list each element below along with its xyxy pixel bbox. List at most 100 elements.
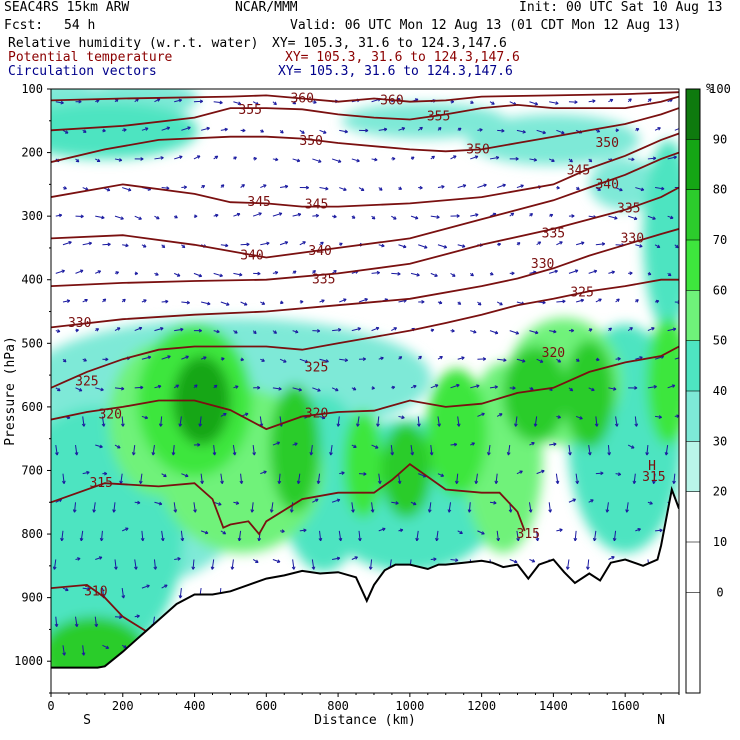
vector-arrow — [351, 556, 358, 560]
vector-arrowhead — [278, 212, 283, 216]
vector-arrowhead — [651, 327, 655, 331]
terrain-line — [51, 485, 679, 669]
vector-arrowhead — [119, 480, 123, 484]
vector-arrowhead — [551, 158, 555, 163]
rh-region — [646, 317, 679, 446]
y-tick-label: 100 — [21, 82, 43, 96]
vector-arrow — [529, 158, 537, 161]
vector-arrowhead — [233, 156, 237, 160]
vector-arrowhead — [588, 158, 593, 163]
vector-arrowhead — [318, 537, 323, 542]
vector-arrow — [667, 328, 676, 332]
vector-arrow — [179, 588, 182, 599]
vector-arrowhead — [173, 509, 178, 513]
vector-arrowhead — [325, 186, 329, 191]
vector-arrow — [132, 444, 136, 456]
vector-arrowhead — [94, 623, 99, 627]
vector-arrowhead — [323, 130, 327, 134]
vector-arrow — [608, 387, 617, 390]
vector-arrowhead — [304, 359, 309, 364]
vector-arrow — [593, 530, 597, 541]
vector-arrowhead — [196, 155, 201, 159]
vector-arrowhead — [178, 98, 183, 103]
vector-arrowhead — [283, 359, 287, 363]
vector-arrowhead — [590, 499, 594, 503]
vector-arrowhead — [418, 355, 422, 360]
vector-arrow — [416, 530, 419, 541]
vector-arrowhead — [58, 213, 63, 218]
vector-arrow — [549, 443, 557, 446]
vector-arrowhead — [569, 158, 573, 163]
vector-arrowhead — [242, 128, 246, 133]
vector-arrowhead — [439, 356, 443, 360]
vector-arrow — [259, 416, 263, 427]
vector-arrowhead — [556, 185, 560, 190]
vector-arrowhead — [391, 385, 396, 390]
vector-arrow — [654, 355, 664, 360]
terrain-fill — [51, 489, 679, 693]
vector-arrowhead — [200, 480, 204, 484]
vector-arrowhead — [360, 187, 365, 192]
vector-arrow — [457, 184, 467, 189]
vector-arrow — [161, 187, 170, 189]
vector-arrowhead — [397, 480, 402, 484]
vector-arrow — [549, 330, 557, 333]
vector-arrowhead — [156, 215, 160, 220]
vector-arrowhead — [510, 212, 515, 217]
vector-arrowhead — [98, 556, 103, 560]
theta-label: 320 — [305, 406, 328, 421]
vector-arrowhead — [441, 185, 445, 189]
vector-arrowhead — [617, 357, 621, 361]
vector-arrowhead — [335, 387, 339, 392]
vector-arrow — [233, 272, 243, 276]
vector-arrowhead — [134, 566, 138, 570]
vector-arrow — [200, 473, 203, 484]
vector-arrowhead — [117, 445, 121, 449]
vector-arrowhead — [235, 501, 240, 505]
vector-arrow — [534, 416, 538, 427]
vector-arrow — [252, 212, 262, 217]
vector-arrowhead — [336, 423, 341, 427]
vector-arrowhead — [677, 300, 679, 305]
vector-arrow — [141, 530, 144, 541]
vector-arrow — [516, 129, 526, 133]
vector-arrow — [370, 559, 373, 570]
vector-arrow — [339, 298, 347, 303]
vector-arrowhead — [508, 509, 513, 513]
vector-arrowhead — [237, 101, 242, 106]
vector-arrowhead — [569, 387, 574, 392]
vector-arrow — [488, 444, 491, 456]
vector-arrowhead — [140, 537, 145, 542]
vector-arrowhead — [115, 271, 119, 275]
vector-arrowhead — [680, 186, 683, 189]
vector-arrowhead — [376, 270, 380, 275]
x-tick-label: 200 — [112, 699, 134, 713]
vector-arrow — [417, 416, 420, 427]
vector-arrow — [141, 356, 151, 360]
theta-label: 340 — [308, 244, 331, 259]
vector-arrow — [635, 187, 644, 191]
vector-arrowhead — [453, 155, 457, 159]
vector-arrow — [220, 301, 230, 306]
vector-arrow — [154, 501, 162, 505]
vector-arrow — [595, 243, 605, 246]
vector-arrow — [95, 387, 104, 391]
vector-arrowhead — [435, 537, 439, 542]
vector-arrowhead — [303, 528, 307, 533]
vector-arrowhead — [101, 423, 106, 427]
theta-contour-335 — [51, 186, 679, 287]
vector-arrowhead — [337, 328, 342, 332]
vector-arrow — [311, 559, 315, 570]
vector-arrowhead — [226, 302, 230, 306]
vector-arrowhead — [185, 473, 189, 478]
vector-arrowhead — [297, 212, 302, 217]
vector-arrow — [93, 502, 96, 513]
vector-arrowhead — [143, 299, 147, 303]
vector-arrow — [470, 155, 479, 160]
rh-region — [426, 368, 488, 496]
vector-arrowhead — [611, 556, 615, 560]
vector-arrowhead — [354, 556, 358, 560]
vector-arrow — [180, 530, 184, 541]
y-tick-label: 700 — [21, 463, 43, 477]
vector-arrow — [213, 444, 216, 456]
